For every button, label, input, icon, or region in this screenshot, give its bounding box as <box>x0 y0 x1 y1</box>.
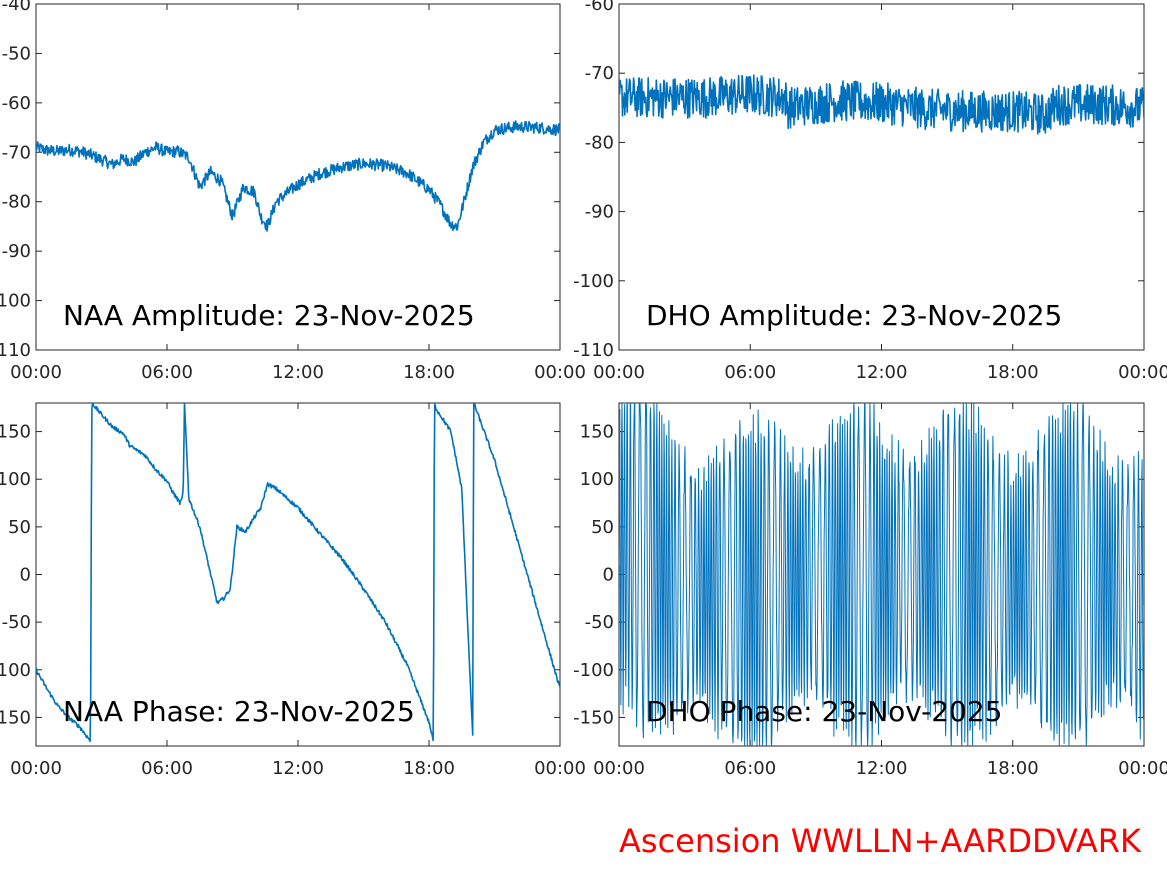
x-tick-label: 18:00 <box>403 362 455 383</box>
naa-amplitude-plot: 00:00 06:00 12:00 18:00 00:00 -40 -50 -60 -70 -80… <box>0 0 586 383</box>
y-tick-label: -50 <box>585 612 614 633</box>
y-tick-label: -40 <box>2 0 31 15</box>
series-line <box>619 403 1144 746</box>
x-tick-label: 12:00 <box>272 362 324 383</box>
naa-phase-plot: 00:00 06:00 12:00 18:00 00:00 150 100 50 0 -50 -10… <box>0 402 586 779</box>
x-tick-label: 18:00 <box>987 758 1039 779</box>
y-tick-label: 0 <box>603 565 614 586</box>
y-tick-label: -60 <box>585 0 614 15</box>
y-tick-label: 50 <box>591 517 614 538</box>
y-tick-label: 100 <box>0 469 31 490</box>
y-tick-label: -80 <box>585 132 614 153</box>
series-line <box>36 403 560 743</box>
series-line <box>619 74 1144 135</box>
series-line <box>36 120 560 232</box>
y-tick-label: -150 <box>573 707 614 728</box>
y-tick-label: -110 <box>573 340 614 361</box>
x-tick-label: 00:00 <box>534 362 586 383</box>
y-tick-label: -70 <box>2 142 31 163</box>
y-tick-label: 0 <box>20 565 31 586</box>
plot-title: DHO Amplitude: 23-Nov-2025 <box>646 299 1062 332</box>
x-tick-label: 00:00 <box>10 362 62 383</box>
x-tick-label: 12:00 <box>272 758 324 779</box>
y-tick-label: -150 <box>0 707 31 728</box>
x-tick-label: 00:00 <box>10 758 62 779</box>
y-tick-label: -100 <box>573 271 614 292</box>
y-tick-label: 50 <box>8 517 31 538</box>
y-tick-label: -50 <box>2 43 31 64</box>
y-tick-label: -90 <box>585 202 614 223</box>
footer-caption: Ascension WWLLN+AARDDVARK <box>619 822 1141 860</box>
y-tick-label: -100 <box>0 660 31 681</box>
y-tick-label: -100 <box>0 291 31 312</box>
x-tick-label: 12:00 <box>856 758 908 779</box>
x-tick-label: 06:00 <box>141 758 193 779</box>
plot-title: NAA Phase: 23-Nov-2025 <box>63 695 415 728</box>
y-tick-label: -100 <box>573 660 614 681</box>
y-tick-label: 100 <box>580 469 614 490</box>
x-tick-label: 18:00 <box>987 362 1039 383</box>
y-tick-label: -60 <box>2 93 31 114</box>
x-tick-label: 12:00 <box>856 362 908 383</box>
x-tick-label: 06:00 <box>724 758 776 779</box>
y-tick-label: -110 <box>0 340 31 361</box>
plot-title: DHO Phase: 23-Nov-2025 <box>646 695 1002 728</box>
y-tick-label: -80 <box>2 192 31 213</box>
y-tick-label: -50 <box>2 612 31 633</box>
x-tick-label: 00:00 <box>1118 758 1167 779</box>
y-tick-label: -70 <box>585 63 614 84</box>
dho-phase-plot: 00:00 06:00 12:00 18:00 00:00 150 100 50 0 -50 -10… <box>573 402 1167 779</box>
dho-amplitude-plot: 00:00 06:00 12:00 18:00 00:00 -60 -70 -80 -90 -10… <box>573 0 1167 383</box>
x-tick-label: 06:00 <box>141 362 193 383</box>
y-tick-label: 150 <box>0 422 31 443</box>
x-tick-label: 00:00 <box>593 362 645 383</box>
x-tick-label: 18:00 <box>403 758 455 779</box>
y-tick-label: -90 <box>2 241 31 262</box>
y-tick-label: 150 <box>580 422 614 443</box>
x-tick-label: 00:00 <box>534 758 586 779</box>
x-tick-label: 06:00 <box>724 362 776 383</box>
x-tick-label: 00:00 <box>593 758 645 779</box>
plot-title: NAA Amplitude: 23-Nov-2025 <box>63 299 475 332</box>
x-tick-label: 00:00 <box>1118 362 1167 383</box>
